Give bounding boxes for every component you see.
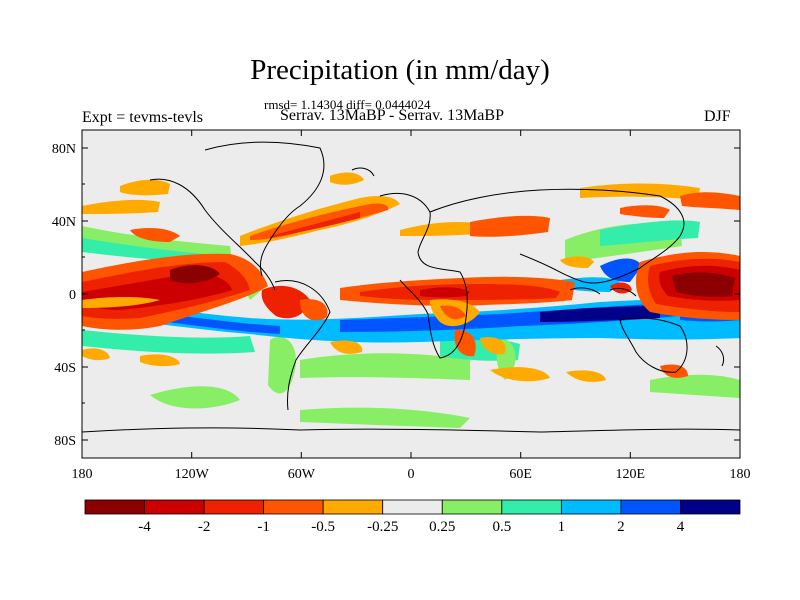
colorbar-label: 0.5 [492, 519, 511, 535]
lat-tick-0: 0 [69, 288, 76, 303]
colorbar-label: -2 [198, 519, 211, 535]
colorbar-label: 4 [677, 519, 685, 535]
colorbar-swatch [203, 499, 265, 515]
lon-tick-180-right: 180 [730, 467, 751, 482]
lat-tick-80n: 80N [52, 142, 76, 157]
map-title: Precipitation (in mm/day) [250, 54, 550, 86]
comparison-label: Serrav. 13MaBP - Serrav. 13MaBP [280, 107, 504, 124]
colorbar-label: 1 [558, 519, 566, 535]
colorbar-swatch [501, 499, 562, 515]
colorbar-label: 0.25 [429, 519, 455, 535]
colorbar-swatch [84, 499, 145, 515]
lat-tick-40n: 40N [52, 215, 76, 230]
lon-tick-60w: 60W [288, 467, 316, 482]
season-label: DJF [704, 108, 731, 125]
lat-tick-40s: 40S [54, 361, 76, 376]
colorbar-swatch [680, 499, 741, 515]
colorbar-label: -4 [138, 519, 151, 535]
colorbar-swatch [263, 499, 324, 515]
colorbar-swatch [144, 499, 205, 515]
experiment-label: Expt = tevms-tevls [82, 109, 204, 126]
colorbar-swatch [382, 499, 443, 515]
stats-line: rmsd= 1.14304 diff= 0.0444024 [264, 97, 431, 112]
colorbar-swatch [441, 499, 503, 515]
lon-tick-120e: 120E [616, 467, 646, 482]
colorbar-label: -0.25 [367, 519, 398, 535]
colorbar [84, 499, 741, 515]
colorbar-swatch [620, 499, 681, 515]
coastlines [82, 141, 740, 433]
lon-tick-0: 0 [408, 467, 415, 482]
colorbar-label: -1 [257, 519, 270, 535]
colorbar-swatch [322, 499, 384, 515]
lon-tick-120w: 120W [175, 467, 210, 482]
axis-ticks [81, 130, 741, 458]
lon-tick-60e: 60E [509, 467, 532, 482]
colorbar-label: 2 [617, 519, 625, 535]
precip-field [82, 172, 740, 428]
colorbar-swatch [560, 499, 622, 515]
colorbar-label: -0.5 [311, 519, 335, 535]
lat-tick-80s: 80S [54, 434, 76, 449]
lon-tick-180-left: 180 [72, 467, 93, 482]
colorbar-labels: -4 -2 -1 -0.5 -0.25 0.25 0.5 1 2 4 [138, 519, 684, 535]
